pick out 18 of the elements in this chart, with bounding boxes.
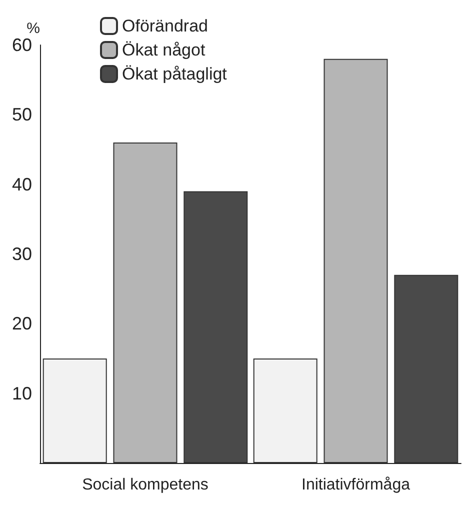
bar bbox=[113, 142, 178, 463]
bar bbox=[253, 358, 318, 463]
bar bbox=[184, 191, 248, 463]
y-axis-title: % bbox=[26, 20, 40, 38]
bar bbox=[394, 274, 458, 463]
y-tick-label: 60 bbox=[12, 35, 32, 55]
x-tick-label: Social kompetens bbox=[82, 476, 208, 494]
bar bbox=[324, 58, 388, 463]
legend-label: Ökat något bbox=[122, 40, 206, 60]
bar bbox=[42, 358, 107, 463]
y-tick-label: 40 bbox=[12, 174, 32, 194]
y-tick-label: 30 bbox=[12, 244, 32, 264]
y-tick-label: 10 bbox=[12, 383, 32, 404]
y-tick-label: 50 bbox=[12, 104, 32, 125]
y-tick-label: 20 bbox=[12, 314, 32, 334]
legend-label: Oförändrad bbox=[122, 16, 208, 36]
legend-label: Ökat påtagligt bbox=[122, 64, 228, 84]
x-tick-label: Initiativförmåga bbox=[302, 476, 410, 494]
